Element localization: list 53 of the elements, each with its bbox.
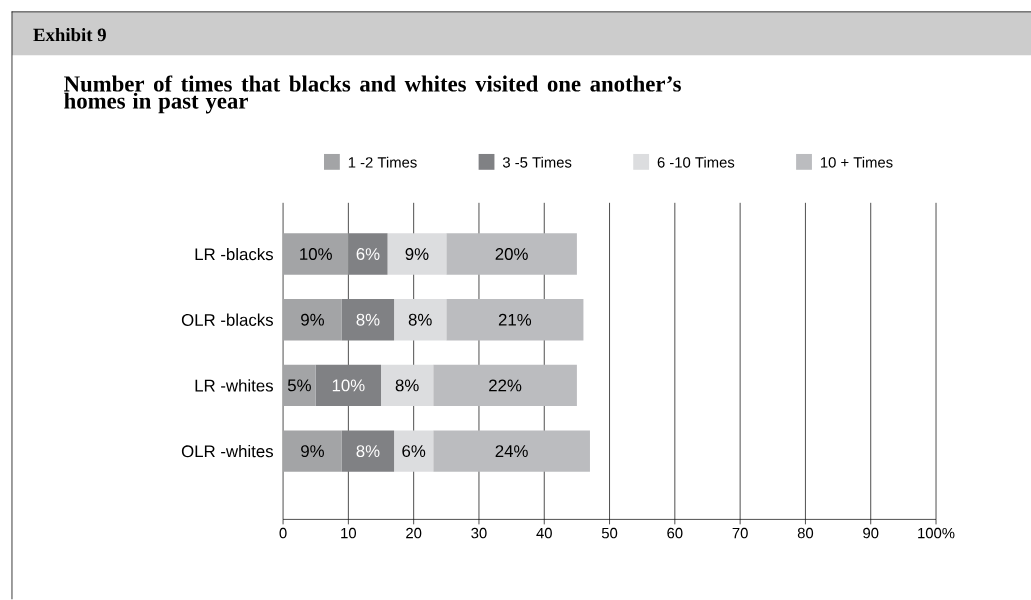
data-label: 24% xyxy=(495,445,528,458)
data-label: 9% xyxy=(301,314,324,326)
bar xyxy=(283,299,342,341)
x-tick-label: 40 xyxy=(536,528,552,539)
bar xyxy=(433,364,577,407)
bar xyxy=(394,430,434,473)
x-tick-label: 0 xyxy=(279,528,287,539)
data-label: 8% xyxy=(356,445,380,458)
data-label: 8% xyxy=(395,379,419,392)
data-label: 10% xyxy=(300,248,332,261)
legend-label: 3 -5 Times xyxy=(502,156,572,168)
data-label: 8% xyxy=(408,314,432,326)
bar xyxy=(433,430,590,473)
data-label: 6% xyxy=(402,445,426,458)
y-tick-label: LR -blacks xyxy=(195,248,273,261)
data-label: 8% xyxy=(356,314,380,326)
data-label: 10% xyxy=(332,379,365,392)
text: Exhibit 9 xyxy=(33,28,106,42)
data-label: 22% xyxy=(489,379,522,392)
bar xyxy=(315,364,382,407)
chart-subtitle: Number of times that blacks and whites visited one another’s homes in past year xyxy=(64,75,681,114)
legend-label: 6 -10 Times xyxy=(657,156,735,168)
bar xyxy=(446,299,584,341)
data-label: 21% xyxy=(498,314,532,326)
x-tick-label: 50 xyxy=(601,528,618,539)
x-tick-label: 60 xyxy=(667,528,683,539)
x-tick-label: 30 xyxy=(471,528,487,539)
bar xyxy=(446,233,577,275)
data-label: 6% xyxy=(356,248,380,261)
x-tick-label: 20 xyxy=(406,528,422,539)
x-tick-label: 80 xyxy=(797,528,814,539)
bar xyxy=(348,233,388,275)
data-label: 20% xyxy=(495,248,528,261)
y-tick-label: OLR -blacks xyxy=(181,313,274,327)
data-label: 5% xyxy=(287,379,311,392)
x-tick-label: 100% xyxy=(918,528,955,539)
legend-label: 10 + Times xyxy=(820,156,893,168)
x-tick-label: 70 xyxy=(732,528,748,539)
bar xyxy=(387,233,447,275)
bar xyxy=(283,233,349,275)
bar xyxy=(283,430,342,473)
bar xyxy=(341,299,395,341)
y-tick-label: OLR -whites xyxy=(181,445,274,458)
x-tick-label: 10 xyxy=(341,528,357,539)
bar xyxy=(341,430,395,473)
x-tick-label: 90 xyxy=(863,528,879,539)
bar xyxy=(381,364,434,407)
bar xyxy=(283,364,316,407)
data-label: 9% xyxy=(301,445,324,458)
bar xyxy=(394,299,447,341)
data-label: 9% xyxy=(405,248,429,261)
legend-label: 1 -2 Times xyxy=(348,156,417,168)
y-tick-label: LR -whites xyxy=(195,379,273,392)
